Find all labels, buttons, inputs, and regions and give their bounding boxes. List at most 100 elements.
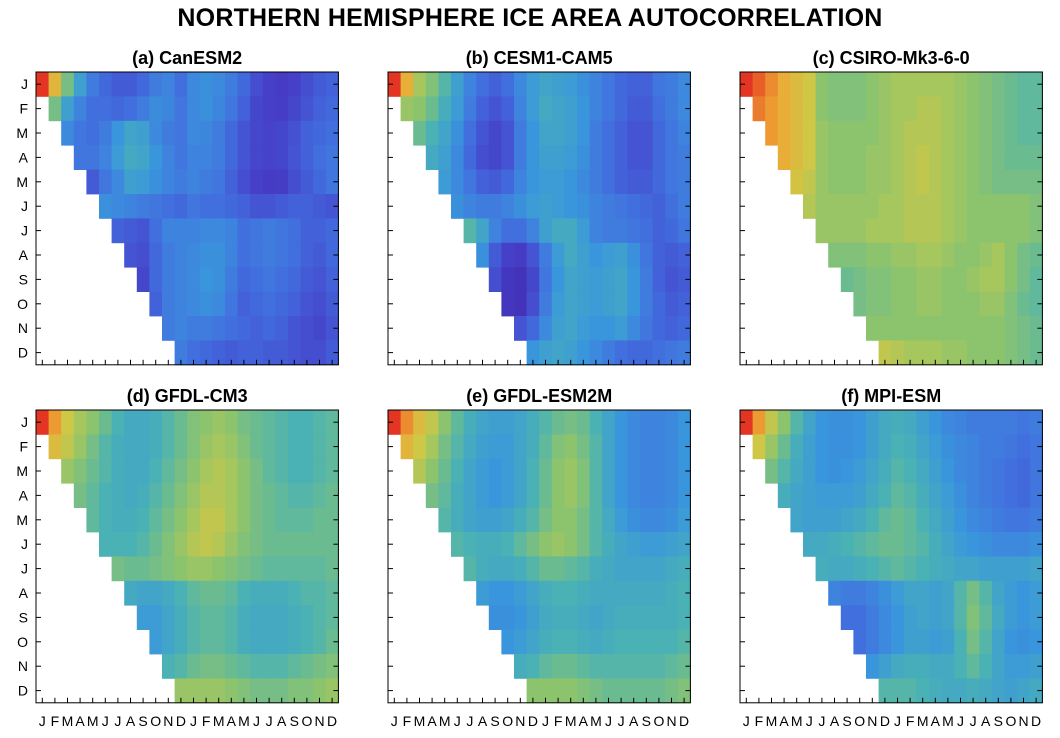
heatmap-cell xyxy=(111,169,125,195)
y-tick-label: S xyxy=(19,271,28,287)
heatmap-cell xyxy=(488,532,502,557)
heatmap-cell xyxy=(73,434,87,460)
heatmap-cell xyxy=(614,96,628,122)
heatmap-cell xyxy=(262,654,276,679)
heatmap-cell xyxy=(288,410,301,435)
figure-title: NORTHERN HEMISPHERE ICE AREA AUTOCORRELA… xyxy=(177,4,883,32)
x-tick-label: O xyxy=(653,713,664,729)
heatmap-cell xyxy=(551,654,565,679)
heatmap-cell xyxy=(250,169,264,195)
panel-title: (b) CESM1-CAM5 xyxy=(466,48,613,68)
heatmap-cell xyxy=(162,242,175,268)
heatmap-cell xyxy=(514,316,527,341)
x-tick-label: J xyxy=(253,713,260,729)
heatmap-cell xyxy=(275,145,289,170)
heatmap-cell xyxy=(61,458,75,484)
heatmap-cell xyxy=(602,169,616,195)
heatmap-cell xyxy=(136,242,150,268)
heatmap-cell xyxy=(677,169,691,195)
heatmap-cell xyxy=(640,678,653,704)
heatmap-cell xyxy=(966,678,980,704)
heatmap-cell xyxy=(488,605,502,630)
heatmap-cell xyxy=(627,316,641,341)
heatmap-cell xyxy=(640,483,653,508)
heatmap-cell xyxy=(941,291,955,317)
heatmap-cell xyxy=(136,410,150,435)
heatmap-cell xyxy=(941,145,955,170)
heatmap-cell xyxy=(149,72,163,97)
heatmap-cell xyxy=(199,267,213,292)
heatmap-cell xyxy=(275,629,289,655)
heatmap-cell xyxy=(1017,72,1031,97)
heatmap-cell xyxy=(652,580,666,606)
heatmap-cell xyxy=(237,678,251,704)
heatmap-cell xyxy=(790,96,804,122)
heatmap-cell xyxy=(878,218,892,244)
heatmap-cell xyxy=(162,410,175,435)
heatmap-cell xyxy=(1029,654,1043,679)
heatmap-cell xyxy=(916,218,930,244)
heatmap-cell xyxy=(840,96,854,122)
heatmap-cell xyxy=(815,483,829,508)
heatmap-cell xyxy=(212,242,226,268)
heatmap-cell xyxy=(99,96,112,122)
heatmap-cell xyxy=(602,580,616,606)
heatmap-cell xyxy=(677,410,691,435)
heatmap-cell xyxy=(300,410,314,435)
heatmap-cell xyxy=(665,483,679,508)
heatmap-cell xyxy=(589,316,603,341)
heatmap-cell xyxy=(162,194,175,219)
heatmap-cell xyxy=(262,434,276,460)
heatmap-cell xyxy=(665,605,679,630)
heatmap-cell xyxy=(916,434,930,460)
heatmap-cell xyxy=(866,194,879,219)
y-tick-label: A xyxy=(19,247,29,263)
heatmap-cell xyxy=(225,72,238,97)
heatmap-cell xyxy=(602,96,616,122)
heatmap-cell xyxy=(1029,483,1043,508)
heatmap-cell xyxy=(325,96,339,122)
heatmap-cell xyxy=(803,72,816,97)
heatmap-cell xyxy=(1004,434,1018,460)
heatmap-cell xyxy=(99,72,112,97)
heatmap-cell xyxy=(488,169,502,195)
heatmap-cell xyxy=(853,194,867,219)
heatmap-cell xyxy=(225,340,238,366)
heatmap-cell xyxy=(602,629,616,655)
heatmap-cell xyxy=(501,267,515,292)
heatmap-cell xyxy=(929,605,942,630)
heatmap-cell xyxy=(828,532,842,557)
heatmap-cell xyxy=(526,410,540,435)
heatmap-cell xyxy=(614,316,628,341)
heatmap-cell xyxy=(262,580,276,606)
heatmap-cell xyxy=(589,410,603,435)
heatmap-cell xyxy=(199,120,213,146)
heatmap-cell xyxy=(602,532,616,557)
heatmap-cell xyxy=(501,120,515,146)
heatmap-cell xyxy=(199,410,213,435)
heatmap-cell xyxy=(199,291,213,317)
heatmap-cell xyxy=(539,340,553,366)
heatmap-cell xyxy=(1017,458,1031,484)
heatmap-cell xyxy=(1017,291,1031,317)
x-tick-label: A xyxy=(579,713,589,729)
heatmap-cell xyxy=(136,267,150,292)
heatmap-cell xyxy=(891,678,905,704)
heatmap-cell xyxy=(250,194,264,219)
heatmap-cell xyxy=(325,267,339,292)
heatmap-cell xyxy=(476,194,490,219)
heatmap-cell xyxy=(954,434,968,460)
heatmap-cell xyxy=(589,434,603,460)
heatmap-cell xyxy=(941,629,955,655)
heatmap-cell xyxy=(954,340,968,366)
heatmap-cell xyxy=(1029,340,1043,366)
heatmap-cell xyxy=(929,678,942,704)
heatmap-cell xyxy=(250,629,264,655)
heatmap-cell xyxy=(979,120,993,146)
heatmap-cell xyxy=(577,605,590,630)
heatmap-cell xyxy=(488,242,502,268)
heatmap-cell xyxy=(262,120,276,146)
heatmap-cell xyxy=(1029,72,1043,97)
heatmap-cell xyxy=(199,169,213,195)
heatmap-cell xyxy=(803,96,816,122)
